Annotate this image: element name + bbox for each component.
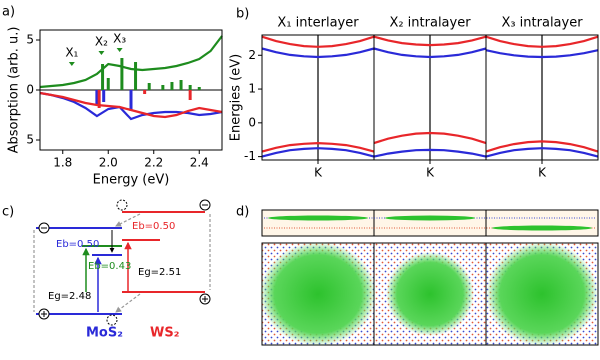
subplot-title: X₂ intralayer [389,16,471,31]
side-view [261,209,599,237]
subplot-title: X₁ interlayer [277,16,359,31]
series-line [485,147,599,158]
x-tick-label: 1.8 [53,156,72,170]
y-tick-label: -1 [244,149,256,163]
panel-label: c) [2,205,14,220]
plot-frame [485,34,599,161]
binding-label: Eb=0.43 [88,261,131,272]
x-tick-label: K [538,166,547,180]
x-tick-label: K [314,166,323,180]
hole [106,314,118,326]
series-line [39,35,223,89]
series-line [261,47,375,59]
material-label: WS₂ [150,326,179,341]
panel-label: a) [2,5,15,20]
gap-label: Eg=2.48 [48,291,91,302]
series-line [261,141,375,153]
wavefunction-images [260,209,599,346]
series-line [39,91,223,121]
series-line [261,147,375,158]
series-line [485,49,599,59]
x-tick-label: K [426,166,435,180]
y-tick-label: 2 [248,48,256,62]
y-axis-label: Energies (eV) [229,54,244,141]
y-tick-label: 0 [26,83,34,97]
plot-frame [39,29,223,151]
x-tick-label: 2.2 [144,156,163,170]
subplot-title: X₃ intralayer [501,16,583,31]
electron [116,199,128,211]
y-tick-label: 5 [26,133,34,147]
binding-label: Eb=0.50 [56,239,99,250]
annotation: X₁ [65,46,78,60]
panel-label: d) [236,205,249,220]
series-line [373,148,487,158]
y-tick-label: 1 [248,82,256,96]
series-line [485,35,599,48]
annotation-marker [98,51,105,55]
arrow [115,213,141,227]
series-line [373,35,487,47]
x-tick-label: 2.0 [99,156,118,170]
gap-label: Eg=2.51 [138,267,181,278]
annotation: X₂ [95,35,108,49]
y-tick-label: 5 [26,33,34,47]
arrow [115,293,141,313]
series-line [261,35,375,48]
series-line [373,131,487,145]
energy-diagram [33,199,211,326]
material-label: MoS₂ [86,326,123,341]
series-line [39,91,223,119]
annotation-marker [68,62,75,66]
series-line [485,140,599,153]
annotation: X₃ [113,32,126,46]
x-tick-label: 2.4 [190,156,209,170]
y-axis-label: Absorption (arb. u.) [7,27,22,154]
binding-label: Eb=0.50 [132,221,175,232]
panel-label: b) [236,7,249,22]
x-axis-label: Energy (eV) [93,173,170,188]
annotation-marker [116,48,123,52]
series-line [373,47,487,59]
y-tick-label: 0 [248,115,256,129]
